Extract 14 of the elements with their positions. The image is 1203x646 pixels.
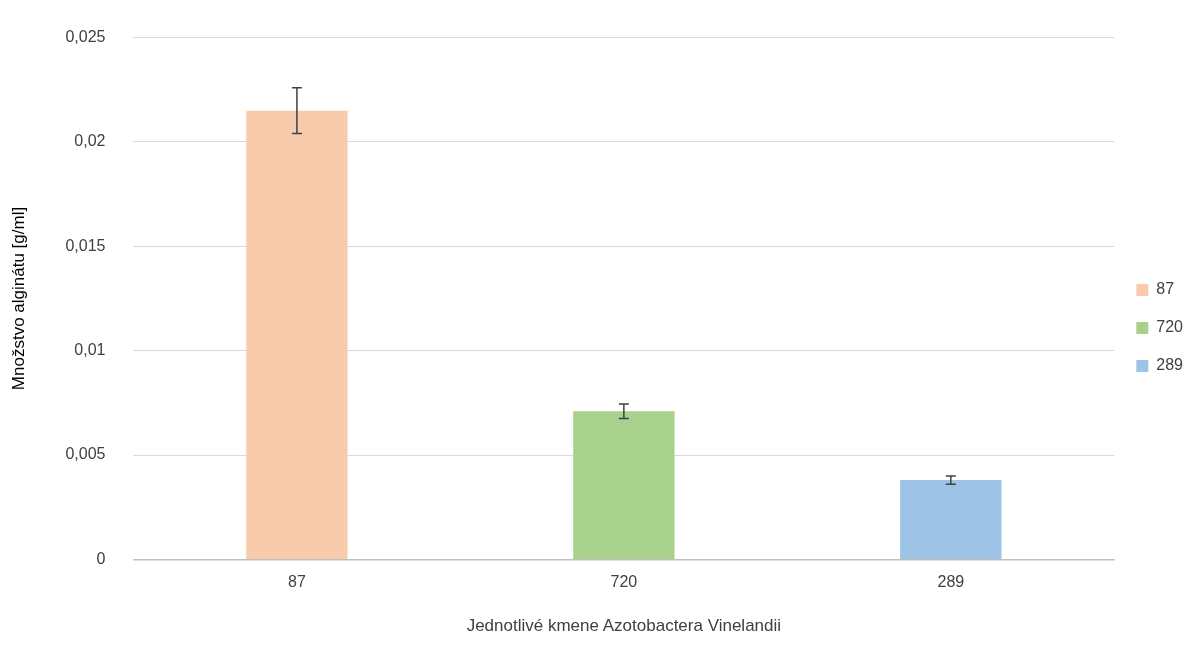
x-axis-title: Jednotlivé kmene Azotobactera Vinelandii bbox=[466, 616, 782, 636]
y-tick-label: 0,025 bbox=[65, 28, 106, 46]
y-axis-title: Množstvo alginátu [g/ml] bbox=[8, 206, 28, 391]
x-tick-label: 289 bbox=[937, 573, 965, 591]
y-tick-label: 0,01 bbox=[74, 341, 106, 359]
legend-label: 87 bbox=[1156, 280, 1175, 298]
y-tick-label: 0 bbox=[96, 549, 106, 567]
x-tick-label: 87 bbox=[288, 573, 306, 591]
y-tick-label: 0,015 bbox=[65, 236, 106, 254]
x-tick-label: 720 bbox=[610, 573, 638, 591]
y-tick-label: 0,005 bbox=[65, 445, 106, 463]
y-tick-label: 0,02 bbox=[74, 132, 106, 150]
legend-label: 720 bbox=[1156, 318, 1184, 336]
legend-label: 289 bbox=[1156, 356, 1184, 374]
